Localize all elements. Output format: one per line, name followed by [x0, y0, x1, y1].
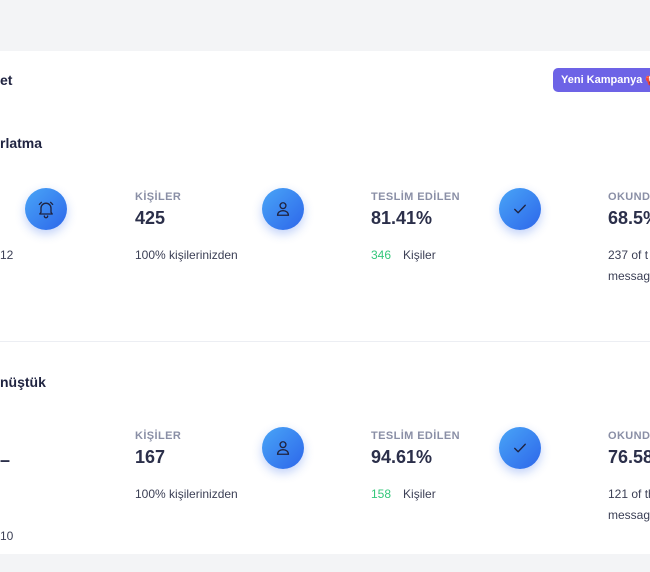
delivered-count: 346 [371, 248, 392, 262]
read-label: OKUND [608, 191, 650, 203]
campaign-title: nüştük [0, 374, 46, 390]
delivered-label: TESLİM EDİLEN [371, 191, 460, 203]
campaign-left-sub: 10 [0, 529, 14, 543]
new-campaign-button[interactable]: Yeni Kampanya 📢 [553, 68, 650, 92]
campaign-left-value: – [0, 450, 11, 470]
delivered-count-label: Kişiler [403, 487, 436, 501]
contacts-sub: 100% kişilerinizden [135, 248, 238, 262]
check-icon [499, 427, 541, 469]
contacts-value: 167 [135, 447, 166, 467]
contacts-label: KİŞİLER [135, 430, 182, 442]
read-value: 68.5% [608, 208, 650, 228]
read-value: 76.58 [608, 447, 650, 467]
delivered-value: 94.61% [371, 447, 433, 467]
campaign-title: rlatma [0, 135, 43, 151]
delivered-sub: 158 Kişiler [371, 487, 436, 501]
contacts-sub: 100% kişilerinizden [135, 487, 238, 501]
user-icon [262, 427, 304, 469]
contacts-label: KİŞİLER [135, 191, 182, 203]
bell-icon [25, 188, 67, 230]
delivered-label: TESLİM EDİLEN [371, 430, 460, 442]
delivered-count: 158 [371, 487, 392, 501]
read-sub-line1: 237 of t [608, 248, 649, 262]
check-icon [499, 188, 541, 230]
read-sub-line2: messag [608, 269, 650, 283]
page-title: et [0, 72, 13, 88]
delivered-count-label: Kişiler [403, 248, 436, 262]
read-sub-line2: messag [608, 508, 650, 522]
user-icon [262, 188, 304, 230]
delivered-value: 81.41% [371, 208, 433, 228]
campaigns-card [0, 51, 650, 554]
delivered-sub: 346 Kişiler [371, 248, 436, 262]
contacts-value: 425 [135, 208, 166, 228]
read-label: OKUND [608, 430, 650, 442]
campaign-scheduled-sub: 12 [0, 248, 14, 262]
section-divider [0, 341, 650, 342]
read-sub-line1: 121 of th [608, 487, 650, 501]
